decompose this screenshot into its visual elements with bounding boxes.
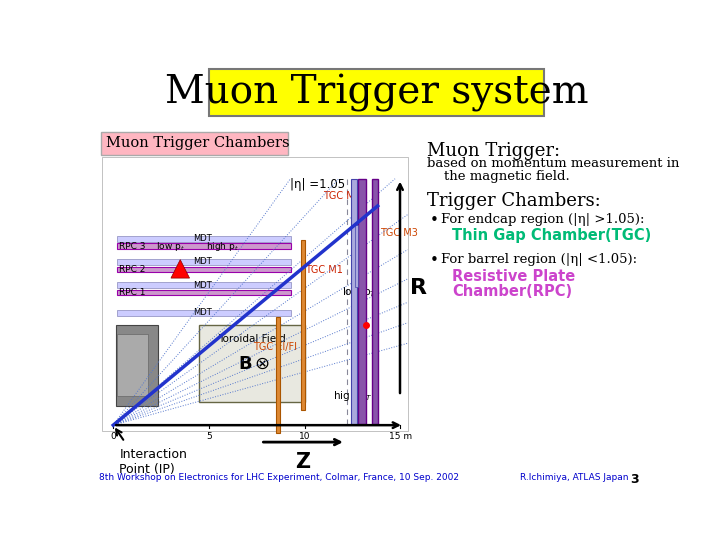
Text: TGC M3: TGC M3 — [380, 228, 418, 238]
Text: 15 m: 15 m — [389, 432, 412, 441]
Text: Muon Trigger Chambers: Muon Trigger Chambers — [106, 136, 289, 150]
Bar — [117, 309, 291, 316]
Text: RPC 1: RPC 1 — [120, 288, 146, 297]
Bar — [351, 179, 356, 423]
Text: Resistive Plate: Resistive Plate — [452, 269, 575, 284]
Bar — [199, 325, 305, 402]
Bar — [359, 179, 366, 423]
FancyBboxPatch shape — [210, 69, 544, 117]
Text: MDT: MDT — [193, 280, 212, 289]
Polygon shape — [171, 260, 189, 278]
Text: 8th Workshop on Electronics for LHC Experiment, Colmar, France, 10 Sep. 2002: 8th Workshop on Electronics for LHC Expe… — [99, 473, 459, 482]
Text: B: B — [238, 355, 252, 373]
Bar — [102, 157, 408, 430]
Text: Chamber(RPC): Chamber(RPC) — [452, 284, 572, 299]
Text: Muon Trigger:: Muon Trigger: — [427, 142, 560, 160]
Text: |η| =1.05: |η| =1.05 — [290, 178, 345, 191]
Text: high p$_t$: high p$_t$ — [206, 240, 239, 253]
Text: 0: 0 — [110, 432, 116, 441]
Bar — [117, 244, 291, 249]
Bar — [117, 236, 291, 242]
Bar — [117, 282, 291, 288]
Text: MDT: MDT — [193, 258, 212, 266]
Text: •: • — [431, 213, 439, 228]
Bar — [276, 318, 280, 433]
Text: 5: 5 — [206, 432, 212, 441]
Text: 10: 10 — [299, 432, 310, 441]
Text: Trigger Chambers:: Trigger Chambers: — [427, 192, 601, 210]
Text: •: • — [431, 253, 439, 268]
Text: Interaction
Point (IP): Interaction Point (IP) — [120, 448, 187, 476]
Text: MDT: MDT — [193, 234, 212, 244]
Text: low p$_t$: low p$_t$ — [156, 240, 184, 253]
Text: TGC M1: TGC M1 — [305, 265, 343, 275]
Bar — [372, 179, 379, 423]
Bar — [117, 334, 148, 396]
Bar — [117, 259, 291, 265]
Bar — [301, 240, 305, 410]
Text: Toroidal Field: Toroidal Field — [218, 334, 286, 344]
Text: RPC 3: RPC 3 — [120, 241, 146, 251]
Text: TGC M2: TGC M2 — [323, 191, 361, 201]
Bar — [117, 267, 291, 272]
Text: based on momentum measurement in: based on momentum measurement in — [427, 157, 680, 170]
Bar — [117, 289, 291, 295]
Bar — [355, 225, 359, 287]
Text: the magnetic field.: the magnetic field. — [427, 170, 570, 183]
Text: For barrel region (|η| <1.05):: For barrel region (|η| <1.05): — [441, 253, 637, 266]
Text: TGC EI/FI: TGC EI/FI — [253, 342, 297, 352]
Text: R: R — [410, 278, 427, 298]
Bar — [116, 325, 158, 406]
Text: R.Ichimiya, ATLAS Japan: R.Ichimiya, ATLAS Japan — [520, 473, 629, 482]
Text: Z: Z — [296, 452, 311, 472]
Text: high p$_T$: high p$_T$ — [333, 389, 373, 403]
Text: RPC 2: RPC 2 — [120, 265, 146, 274]
Text: 3: 3 — [630, 473, 639, 486]
Text: low p$_T$: low p$_T$ — [342, 285, 377, 299]
Text: MDT: MDT — [193, 308, 212, 317]
FancyBboxPatch shape — [101, 132, 289, 155]
Text: For endcap region (|η| >1.05):: For endcap region (|η| >1.05): — [441, 213, 644, 226]
Text: ⊗: ⊗ — [254, 355, 269, 373]
Text: Muon Trigger system: Muon Trigger system — [165, 75, 588, 112]
Text: Thin Gap Chamber(TGC): Thin Gap Chamber(TGC) — [452, 228, 651, 243]
